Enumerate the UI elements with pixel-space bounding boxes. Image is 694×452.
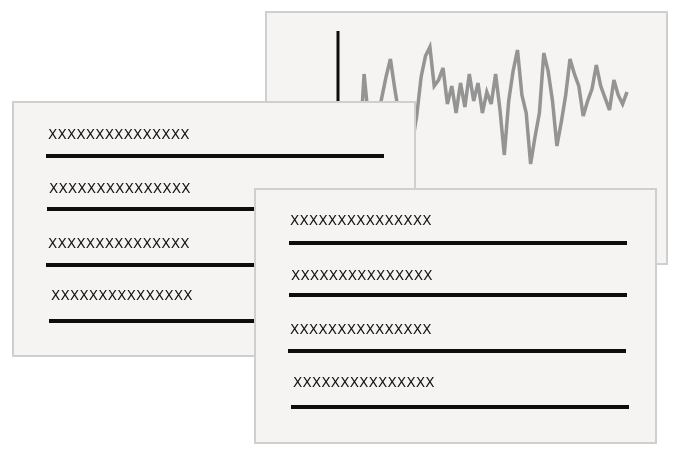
list-item-underline: [46, 263, 286, 267]
list-item-text: XXXXXXXXXXXXXXX: [48, 127, 190, 143]
list-item-underline: [49, 319, 289, 323]
list-item-text: XXXXXXXXXXXXXXX: [290, 213, 432, 229]
list-item-text: XXXXXXXXXXXXXXX: [291, 268, 433, 284]
list-item-text: XXXXXXXXXXXXXXX: [49, 181, 191, 197]
list-item-underline: [288, 349, 626, 353]
list-item-underline: [46, 154, 384, 158]
list-panel-front: XXXXXXXXXXXXXXX XXXXXXXXXXXXXXX XXXXXXXX…: [254, 188, 657, 444]
list-item-underline: [47, 207, 287, 211]
list-item-text: XXXXXXXXXXXXXXX: [51, 288, 193, 304]
list-item-text: XXXXXXXXXXXXXXX: [290, 322, 432, 338]
list-item-underline: [289, 241, 627, 245]
list-item-text: XXXXXXXXXXXXXXX: [293, 375, 435, 391]
list-item-underline: [289, 293, 627, 297]
list-item-text: XXXXXXXXXXXXXXX: [48, 236, 190, 252]
list-item-underline: [291, 405, 629, 409]
